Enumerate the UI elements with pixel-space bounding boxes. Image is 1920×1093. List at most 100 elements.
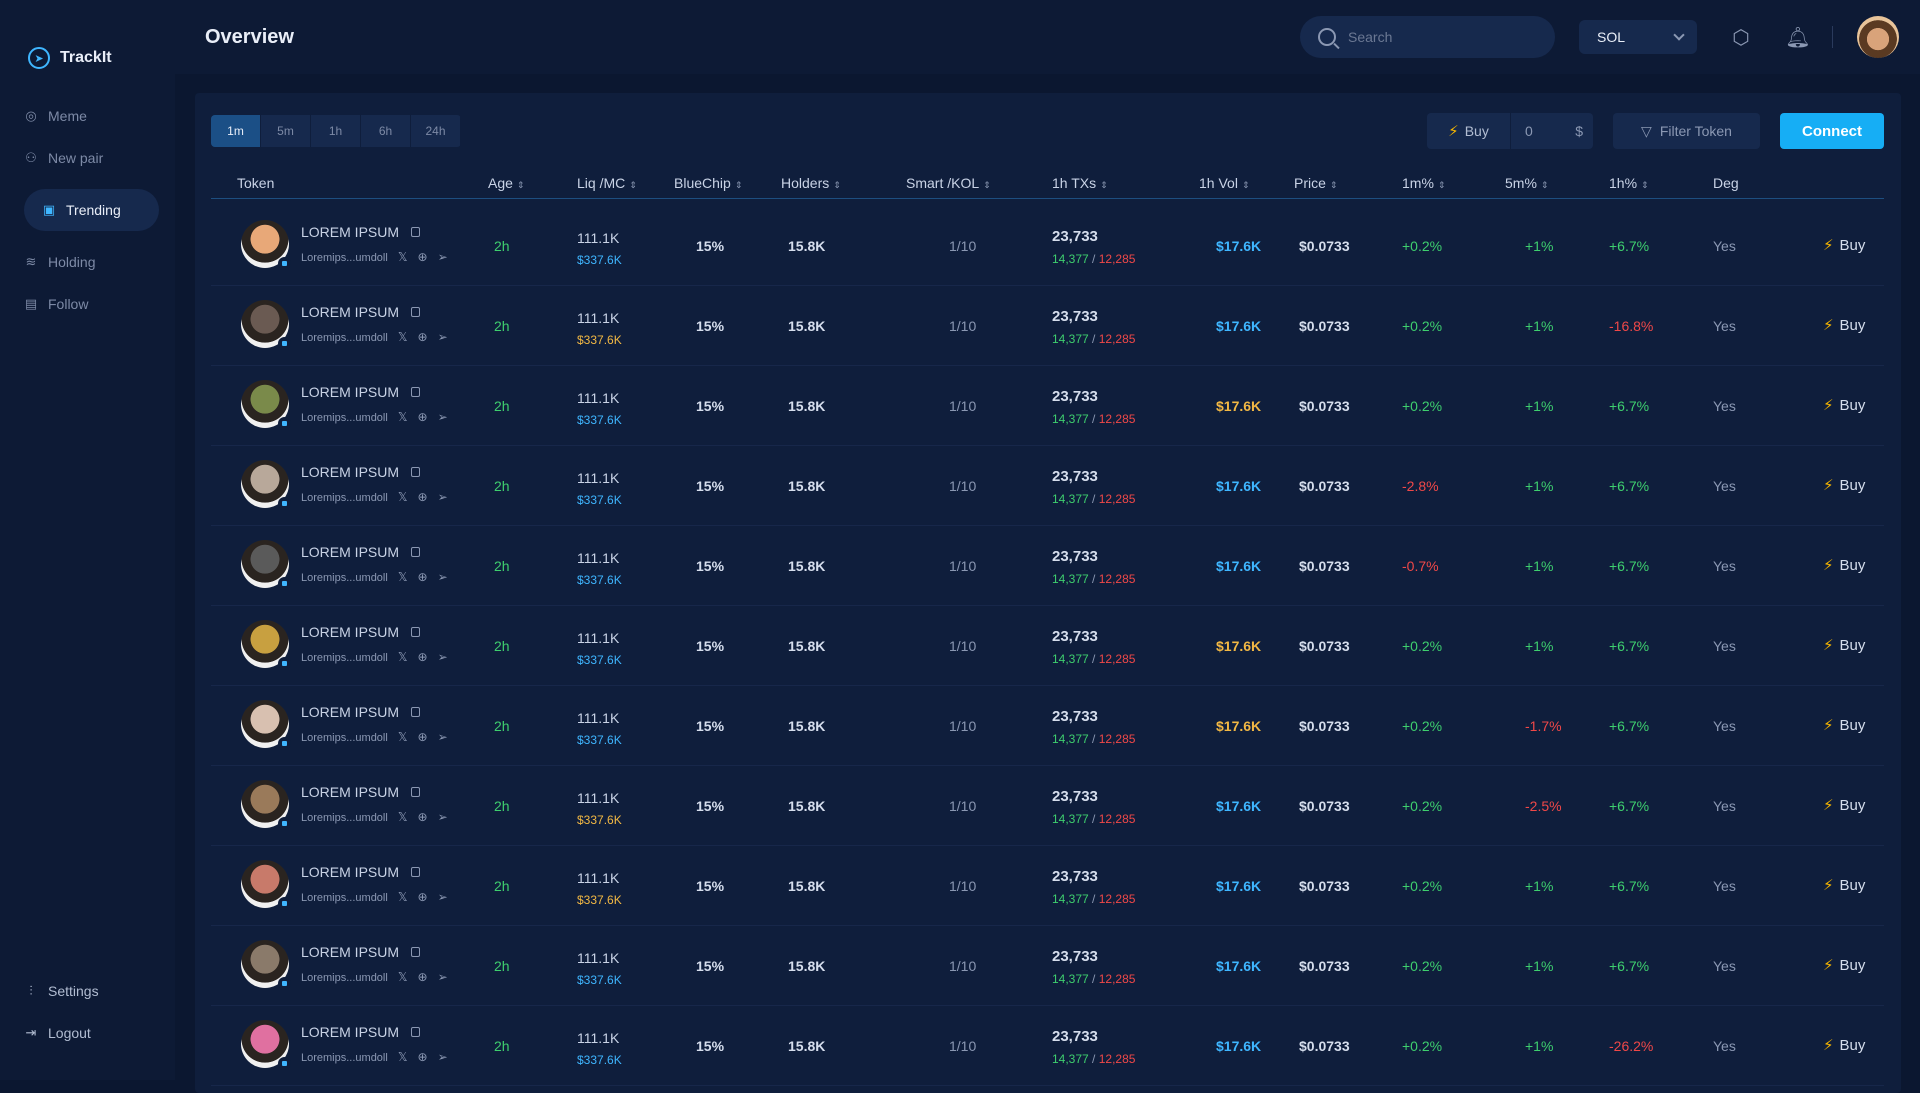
globe-icon[interactable]: ⊕ xyxy=(417,410,428,424)
token-name[interactable]: LOREM IPSUM xyxy=(301,464,421,480)
table-row[interactable]: LOREM IPSUM Loremips...umdoll 𝕏 ⊕ ➢ 2h 111.1K $… xyxy=(211,606,1884,686)
column-header-holders[interactable]: Holders ⇕ xyxy=(781,175,841,191)
sidebar-item-settings[interactable]: ⫶ Settings xyxy=(24,970,159,1012)
table-row[interactable]: LOREM IPSUM Loremips...umdoll 𝕏 ⊕ ➢ 2h 111.1K $… xyxy=(211,446,1884,526)
row-buy-button[interactable]: ⚡︎ Buy xyxy=(1823,1036,1865,1055)
telegram-icon[interactable]: ➢ xyxy=(437,730,448,744)
copy-icon[interactable] xyxy=(411,787,421,797)
globe-icon[interactable]: ⊕ xyxy=(417,650,428,664)
copy-icon[interactable] xyxy=(411,707,421,717)
copy-icon[interactable] xyxy=(411,1027,421,1037)
telegram-icon[interactable]: ➢ xyxy=(437,570,448,584)
quick-buy-button[interactable]: ⚡︎ Buy xyxy=(1427,113,1511,149)
copy-icon[interactable] xyxy=(411,867,421,877)
x-icon[interactable]: 𝕏 xyxy=(397,570,408,584)
telegram-icon[interactable]: ➢ xyxy=(437,810,448,824)
token-name[interactable]: LOREM IPSUM xyxy=(301,704,421,720)
token-name[interactable]: LOREM IPSUM xyxy=(301,784,421,800)
copy-icon[interactable] xyxy=(411,547,421,557)
telegram-icon[interactable]: ➢ xyxy=(437,250,448,264)
x-icon[interactable]: 𝕏 xyxy=(397,650,408,664)
token-name[interactable]: LOREM IPSUM xyxy=(301,384,421,400)
copy-icon[interactable] xyxy=(411,227,421,237)
table-row[interactable]: LOREM IPSUM Loremips...umdoll 𝕏 ⊕ ➢ 2h 111.1K $… xyxy=(211,366,1884,446)
globe-icon[interactable]: ⊕ xyxy=(417,970,428,984)
globe-icon[interactable]: ⊕ xyxy=(417,810,428,824)
x-icon[interactable]: 𝕏 xyxy=(397,810,408,824)
row-buy-button[interactable]: ⚡︎ Buy xyxy=(1823,476,1865,495)
quick-buy-amount-field[interactable]: 0 $ xyxy=(1511,123,1593,139)
column-header-age[interactable]: Age ⇕ xyxy=(488,175,524,191)
x-icon[interactable]: 𝕏 xyxy=(397,890,408,904)
copy-icon[interactable] xyxy=(411,467,421,477)
table-row[interactable]: LOREM IPSUM Loremips...umdoll 𝕏 ⊕ ➢ 2h 111.1K $… xyxy=(211,846,1884,926)
row-buy-button[interactable]: ⚡︎ Buy xyxy=(1823,956,1865,975)
column-header-price[interactable]: Price ⇕ xyxy=(1294,175,1337,191)
telegram-icon[interactable]: ➢ xyxy=(437,410,448,424)
x-icon[interactable]: 𝕏 xyxy=(397,250,408,264)
token-name[interactable]: LOREM IPSUM xyxy=(301,544,421,560)
row-buy-button[interactable]: ⚡︎ Buy xyxy=(1823,396,1865,415)
row-buy-button[interactable]: ⚡︎ Buy xyxy=(1823,636,1865,655)
sidebar-item-new-pair[interactable]: ⚇ New pair xyxy=(24,137,159,179)
x-icon[interactable]: 𝕏 xyxy=(397,1050,408,1064)
copy-icon[interactable] xyxy=(411,947,421,957)
search-box[interactable] xyxy=(1300,16,1555,58)
column-header-smart-kol[interactable]: Smart /KOL ⇕ xyxy=(906,175,991,191)
tab-period-24h[interactable]: 24h xyxy=(411,115,461,147)
token-name[interactable]: LOREM IPSUM xyxy=(301,1024,421,1040)
telegram-icon[interactable]: ➢ xyxy=(437,970,448,984)
table-row[interactable]: LOREM IPSUM Loremips...umdoll 𝕏 ⊕ ➢ 2h 111.1K $… xyxy=(211,766,1884,846)
row-buy-button[interactable]: ⚡︎ Buy xyxy=(1823,796,1865,815)
telegram-icon[interactable]: ➢ xyxy=(437,1050,448,1064)
column-header-bluechip[interactable]: BlueChip ⇕ xyxy=(674,175,742,191)
column-header-1h-txs[interactable]: 1h TXs ⇕ xyxy=(1052,175,1108,191)
row-buy-button[interactable]: ⚡︎ Buy xyxy=(1823,716,1865,735)
sidebar-item-trending[interactable]: ▣ Trending xyxy=(24,189,159,231)
telegram-icon[interactable]: ➢ xyxy=(437,490,448,504)
row-buy-button[interactable]: ⚡︎ Buy xyxy=(1823,556,1865,575)
x-icon[interactable]: 𝕏 xyxy=(397,490,408,504)
sidebar-item-meme[interactable]: ◎ Meme xyxy=(24,95,159,137)
x-icon[interactable]: 𝕏 xyxy=(397,330,408,344)
row-buy-button[interactable]: ⚡︎ Buy xyxy=(1823,236,1865,255)
column-header-5m[interactable]: 5m% ⇕ xyxy=(1505,175,1548,191)
table-row[interactable]: LOREM IPSUM Loremips...umdoll 𝕏 ⊕ ➢ 2h 111.1K $… xyxy=(211,1006,1884,1086)
copy-icon[interactable] xyxy=(411,307,421,317)
sidebar-item-logout[interactable]: ⇥ Logout xyxy=(24,1012,159,1054)
bell-icon[interactable]: 🔔︎ xyxy=(1785,26,1811,49)
column-header-1h-vol[interactable]: 1h Vol ⇕ xyxy=(1199,175,1249,191)
globe-icon[interactable]: ⊕ xyxy=(417,490,428,504)
settings-hex-icon[interactable]: ⬡ xyxy=(1732,26,1750,49)
sidebar-item-holding[interactable]: ≋ Holding xyxy=(24,241,159,283)
connect-button[interactable]: Connect xyxy=(1780,113,1884,149)
filter-token-button[interactable]: ▽ Filter Token xyxy=(1613,113,1760,149)
x-icon[interactable]: 𝕏 xyxy=(397,970,408,984)
token-name[interactable]: LOREM IPSUM xyxy=(301,944,421,960)
row-buy-button[interactable]: ⚡︎ Buy xyxy=(1823,316,1865,335)
app-logo[interactable]: ➤ TrackIt xyxy=(28,47,112,69)
column-header-1h[interactable]: 1h% ⇕ xyxy=(1609,175,1649,191)
x-icon[interactable]: 𝕏 xyxy=(397,410,408,424)
x-icon[interactable]: 𝕏 xyxy=(397,730,408,744)
globe-icon[interactable]: ⊕ xyxy=(417,250,428,264)
chain-select[interactable]: SOL xyxy=(1579,20,1697,54)
globe-icon[interactable]: ⊕ xyxy=(417,330,428,344)
tab-period-5m[interactable]: 5m xyxy=(261,115,311,147)
copy-icon[interactable] xyxy=(411,627,421,637)
telegram-icon[interactable]: ➢ xyxy=(437,890,448,904)
token-name[interactable]: LOREM IPSUM xyxy=(301,624,421,640)
table-row[interactable]: LOREM IPSUM Loremips...umdoll 𝕏 ⊕ ➢ 2h 111.1K $… xyxy=(211,526,1884,606)
tab-period-6h[interactable]: 6h xyxy=(361,115,411,147)
token-name[interactable]: LOREM IPSUM xyxy=(301,864,421,880)
globe-icon[interactable]: ⊕ xyxy=(417,730,428,744)
table-row[interactable]: LOREM IPSUM Loremips...umdoll 𝕏 ⊕ ➢ 2h 111.1K $… xyxy=(211,206,1884,286)
user-avatar[interactable] xyxy=(1857,16,1899,58)
column-header-1m[interactable]: 1m% ⇕ xyxy=(1402,175,1445,191)
telegram-icon[interactable]: ➢ xyxy=(437,650,448,664)
tab-period-1m[interactable]: 1m xyxy=(211,115,261,147)
search-input[interactable] xyxy=(1348,29,1528,45)
globe-icon[interactable]: ⊕ xyxy=(417,1050,428,1064)
globe-icon[interactable]: ⊕ xyxy=(417,890,428,904)
table-row[interactable]: LOREM IPSUM Loremips...umdoll 𝕏 ⊕ ➢ 2h 111.1K $… xyxy=(211,286,1884,366)
